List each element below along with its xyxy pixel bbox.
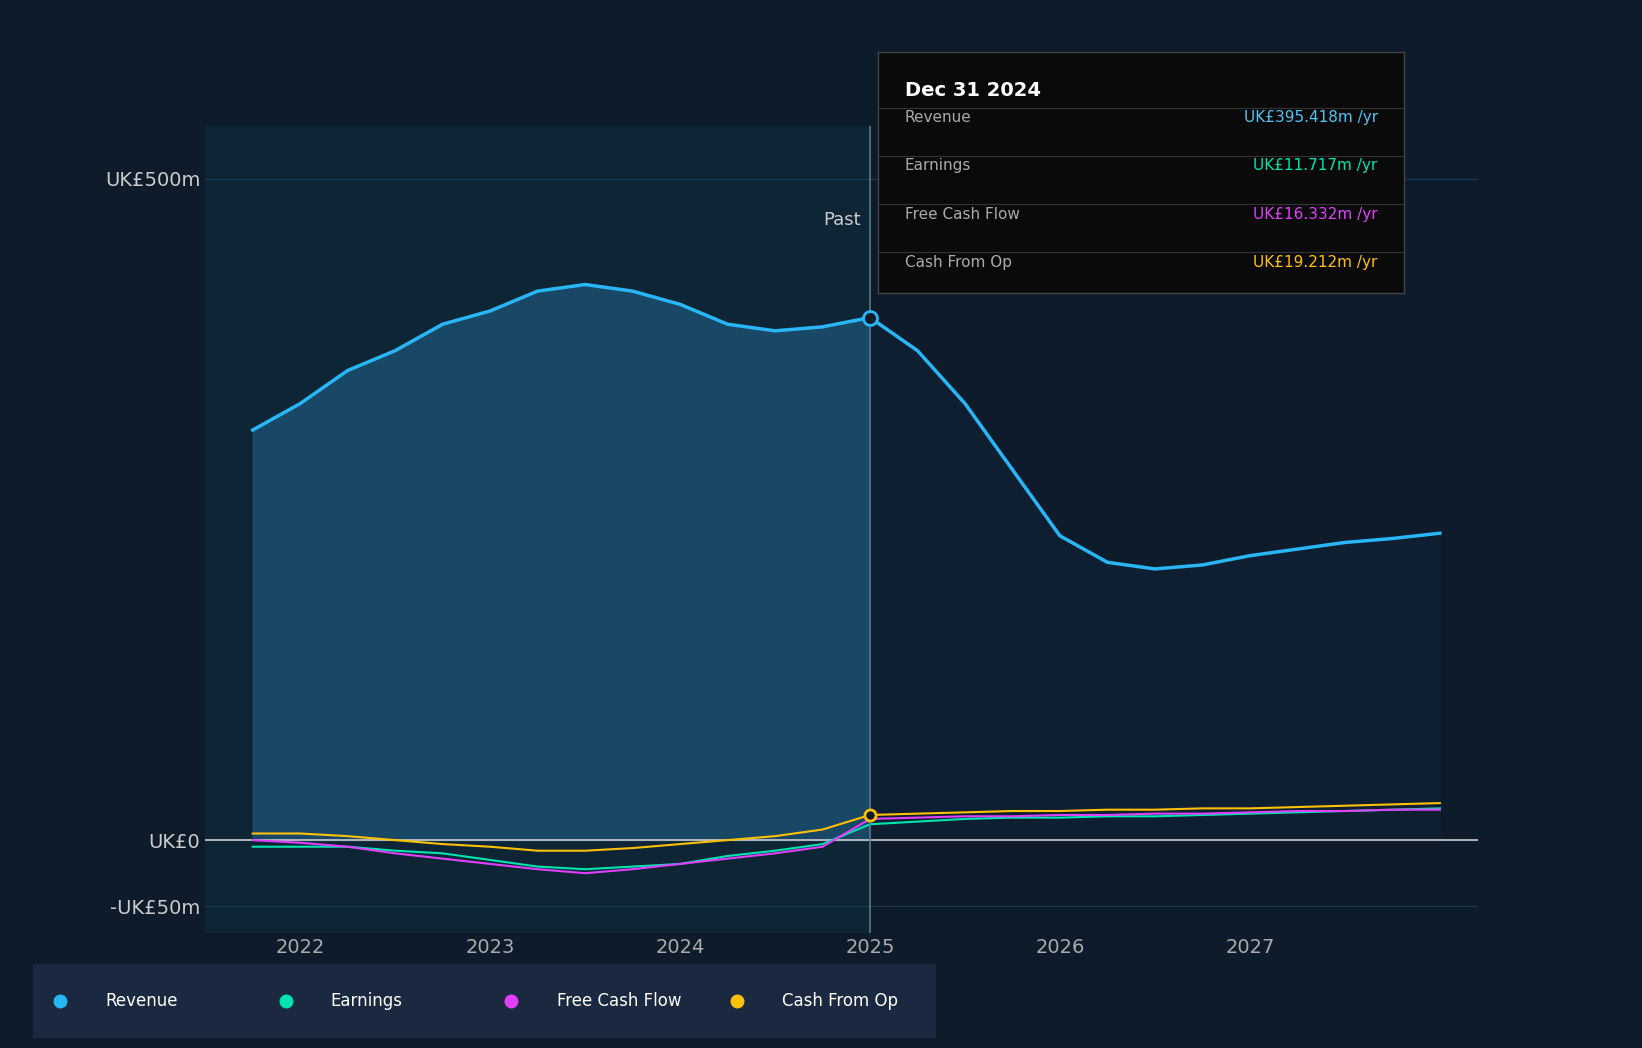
Bar	[205, 126, 870, 933]
Text: Earnings: Earnings	[905, 158, 970, 174]
Text: Dec 31 2024: Dec 31 2024	[905, 82, 1041, 101]
Text: Revenue: Revenue	[105, 991, 177, 1010]
Text: Analysts Forecasts: Analysts Forecasts	[880, 212, 1048, 230]
Text: UK£11.717m /yr: UK£11.717m /yr	[1253, 158, 1378, 174]
Text: UK£19.212m /yr: UK£19.212m /yr	[1253, 255, 1378, 270]
Text: Revenue: Revenue	[905, 110, 972, 126]
Text: UK£395.418m /yr: UK£395.418m /yr	[1243, 110, 1378, 126]
Text: Free Cash Flow: Free Cash Flow	[557, 991, 681, 1010]
Text: UK£16.332m /yr: UK£16.332m /yr	[1253, 206, 1378, 222]
Text: Cash From Op: Cash From Op	[783, 991, 898, 1010]
Bar	[870, 126, 1478, 933]
Text: Cash From Op: Cash From Op	[905, 255, 1011, 270]
Text: Past: Past	[823, 212, 860, 230]
Text: Free Cash Flow: Free Cash Flow	[905, 206, 1020, 222]
Text: Earnings: Earnings	[332, 991, 402, 1010]
